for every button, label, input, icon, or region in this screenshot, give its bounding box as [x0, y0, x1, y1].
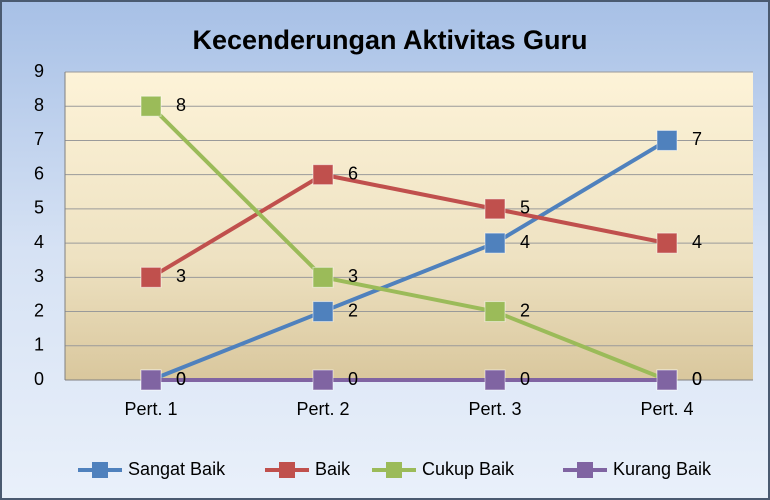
y-tick-label: 5	[34, 198, 44, 218]
x-tick-label: Pert. 2	[296, 399, 349, 419]
series-line	[149, 104, 668, 382]
point-marker	[312, 301, 334, 323]
data-label: 0	[692, 369, 702, 389]
data-label: 4	[520, 232, 530, 252]
point-marker	[140, 266, 162, 288]
point-marker	[484, 301, 506, 323]
series-line	[150, 138, 669, 382]
y-tick-label: 3	[34, 266, 44, 286]
point-marker	[484, 369, 506, 391]
x-tick-label: Pert. 1	[124, 399, 177, 419]
point-marker	[140, 95, 162, 117]
chart-title: Kecenderungan Aktivitas Guru	[192, 25, 587, 55]
y-tick-label: 8	[34, 95, 44, 115]
legend-label: Kurang Baik	[613, 459, 712, 479]
y-tick-label: 4	[34, 232, 44, 252]
point-marker	[312, 266, 334, 288]
data-label: 3	[176, 266, 186, 286]
point-marker	[484, 232, 506, 254]
point-marker	[312, 164, 334, 186]
point-marker	[656, 232, 678, 254]
data-label: 5	[520, 198, 530, 218]
point-marker	[656, 369, 678, 391]
data-label: 2	[348, 300, 358, 320]
y-tick-label: 6	[34, 163, 44, 183]
series-line	[149, 172, 668, 280]
y-tick-label: 0	[34, 369, 44, 389]
y-tick-label: 9	[34, 61, 44, 81]
x-tick-label: Pert. 4	[640, 399, 693, 419]
legend-label: Baik	[315, 459, 351, 479]
y-tick-label: 7	[34, 129, 44, 149]
data-label: 7	[692, 129, 702, 149]
point-marker	[484, 198, 506, 220]
data-label: 0	[176, 369, 186, 389]
point-marker	[140, 369, 162, 391]
legend-marker	[279, 462, 295, 478]
data-label: 0	[348, 369, 358, 389]
y-tick-label: 2	[34, 300, 44, 320]
legend-marker	[92, 462, 108, 478]
legend-marker	[577, 462, 593, 478]
legend-label: Sangat Baik	[128, 459, 226, 479]
data-label: 3	[348, 266, 358, 286]
data-label: 2	[520, 300, 530, 320]
data-label: 8	[176, 95, 186, 115]
y-tick-label: 1	[34, 335, 44, 355]
legend-marker	[386, 462, 402, 478]
data-label: 0	[520, 369, 530, 389]
data-label: 4	[692, 232, 702, 252]
data-label: 6	[348, 163, 358, 183]
x-tick-label: Pert. 3	[468, 399, 521, 419]
data-label: 0	[692, 369, 702, 389]
legend-label: Cukup Baik	[422, 459, 515, 479]
point-marker	[312, 369, 334, 391]
plot-area	[65, 72, 753, 380]
point-marker	[656, 129, 678, 151]
